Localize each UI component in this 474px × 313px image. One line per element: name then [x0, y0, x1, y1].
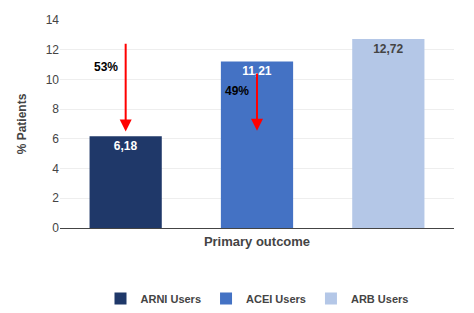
svg-text:10: 10: [46, 73, 60, 87]
svg-text:8: 8: [52, 102, 59, 116]
svg-text:ACEI Users: ACEI Users: [246, 293, 306, 305]
svg-text:0: 0: [52, 221, 59, 235]
svg-text:14: 14: [46, 13, 60, 27]
svg-text:6: 6: [52, 132, 59, 146]
svg-text:ARNI Users: ARNI Users: [141, 293, 202, 305]
svg-text:2: 2: [52, 191, 59, 205]
svg-text:Primary outcome: Primary outcome: [204, 234, 310, 249]
svg-text:6,18: 6,18: [114, 139, 138, 153]
svg-text:ARB Users: ARB Users: [351, 293, 408, 305]
svg-text:4: 4: [52, 162, 59, 176]
svg-text:12: 12: [46, 43, 60, 57]
svg-text:49%: 49%: [225, 84, 249, 98]
svg-text:% Patients: % Patients: [15, 93, 29, 154]
svg-text:11,21: 11,21: [242, 64, 272, 78]
svg-text:12,72: 12,72: [373, 42, 403, 56]
svg-text:53%: 53%: [94, 60, 118, 74]
